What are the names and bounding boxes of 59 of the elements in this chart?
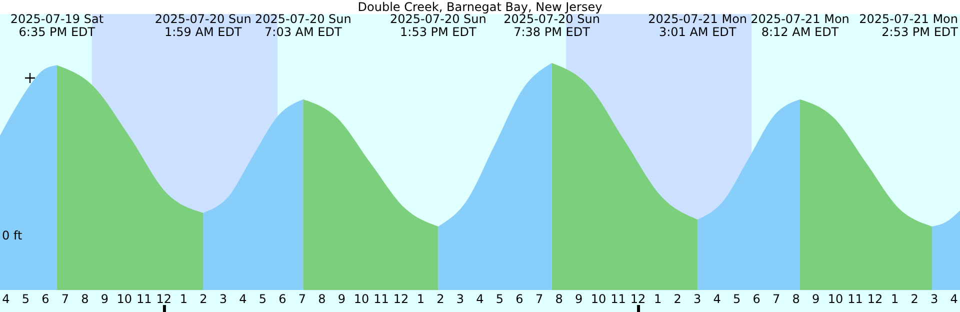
x-tick-label: 7 bbox=[535, 292, 544, 306]
x-tick-label: 5 bbox=[732, 292, 741, 306]
text: 2025-07-21 Mon 8:12 AM EDT bbox=[750, 12, 850, 39]
x-tick-label: 10 bbox=[590, 292, 606, 306]
x-tick-label: 1 bbox=[180, 292, 188, 306]
x-tick-label: 7 bbox=[772, 292, 780, 306]
text: 2025-07-20 Sun 7:38 PM EDT bbox=[504, 12, 600, 39]
x-tick-label: 3 bbox=[456, 292, 464, 306]
x-tick-label: 11 bbox=[136, 292, 152, 306]
x-tick-label: 9 bbox=[338, 292, 346, 306]
x-tick-label: 3 bbox=[693, 292, 702, 306]
x-tick-label: 1 bbox=[654, 292, 662, 306]
x-tick-label: 2 bbox=[674, 292, 682, 306]
x-tick-label: 2 bbox=[200, 292, 208, 306]
x-tick-label: 9 bbox=[574, 292, 583, 306]
x-tick-label: 4 bbox=[2, 292, 10, 306]
x-tick-label: 2 bbox=[436, 292, 444, 306]
x-tick-label: 5 bbox=[258, 292, 267, 306]
x-tick-label: 12 bbox=[867, 292, 883, 306]
x-tick-label: 10 bbox=[828, 292, 844, 306]
annotation: 0 ft bbox=[2, 228, 22, 243]
text: 2025-07-21 Mon 2:53 PM EDT bbox=[859, 12, 959, 39]
text: 2025-07-20 Sun 7:03 AM EDT bbox=[255, 12, 352, 39]
x-tick-label: 9 bbox=[100, 292, 109, 306]
x-tick-label: 1 bbox=[416, 292, 425, 306]
x-tick-label: 3 bbox=[930, 292, 938, 306]
x-tick-label: 10 bbox=[116, 292, 132, 306]
x-tick-label: 11 bbox=[610, 292, 626, 306]
x-tick-label: 7 bbox=[298, 292, 306, 306]
x-tick-label: 12 bbox=[630, 292, 646, 306]
x-tick-label: 12 bbox=[156, 292, 172, 306]
x-tick-label: 6 bbox=[752, 292, 760, 306]
x-tick-label: 4 bbox=[713, 292, 721, 306]
x-tick-label: 4 bbox=[239, 292, 247, 306]
x-tick-label: 8 bbox=[792, 292, 800, 306]
x-tick-label: 8 bbox=[555, 292, 563, 306]
x-tick-label: 7 bbox=[61, 292, 70, 306]
x-tick-label: 12 bbox=[393, 292, 409, 306]
x-tick-label: 5 bbox=[496, 292, 504, 306]
x-tick-label: 4 bbox=[950, 292, 958, 306]
x-tick-label: 2 bbox=[910, 292, 918, 306]
text: 2025-07-19 Sat 6:35 PM EDT bbox=[10, 12, 104, 39]
x-tick-label: 4 bbox=[476, 292, 484, 306]
x-tick-label: 6 bbox=[42, 292, 50, 306]
x-tick-label: 6 bbox=[278, 292, 286, 306]
x-tick-label: 1 bbox=[890, 292, 899, 306]
x-tick-label: 8 bbox=[81, 292, 89, 306]
x-tick-label: 3 bbox=[219, 292, 228, 306]
x-tick-label: 9 bbox=[812, 292, 820, 306]
x-tick-label: 8 bbox=[318, 292, 326, 306]
x-tick-label: 11 bbox=[374, 292, 389, 306]
text: 2025-07-21 Mon 3:01 AM EDT bbox=[648, 12, 748, 39]
text: 2025-07-20 Sun 1:59 AM EDT bbox=[154, 12, 252, 39]
x-tick-label: 11 bbox=[848, 292, 863, 306]
text: 2025-07-20 Sun 1:53 PM EDT bbox=[390, 12, 486, 39]
x-tick-label: 6 bbox=[516, 292, 524, 306]
x-tick-label: 10 bbox=[354, 292, 370, 306]
chart-title: Double Creek, Barnegat Bay, New Jersey bbox=[358, 0, 602, 14]
x-tick-label: 5 bbox=[22, 292, 30, 306]
